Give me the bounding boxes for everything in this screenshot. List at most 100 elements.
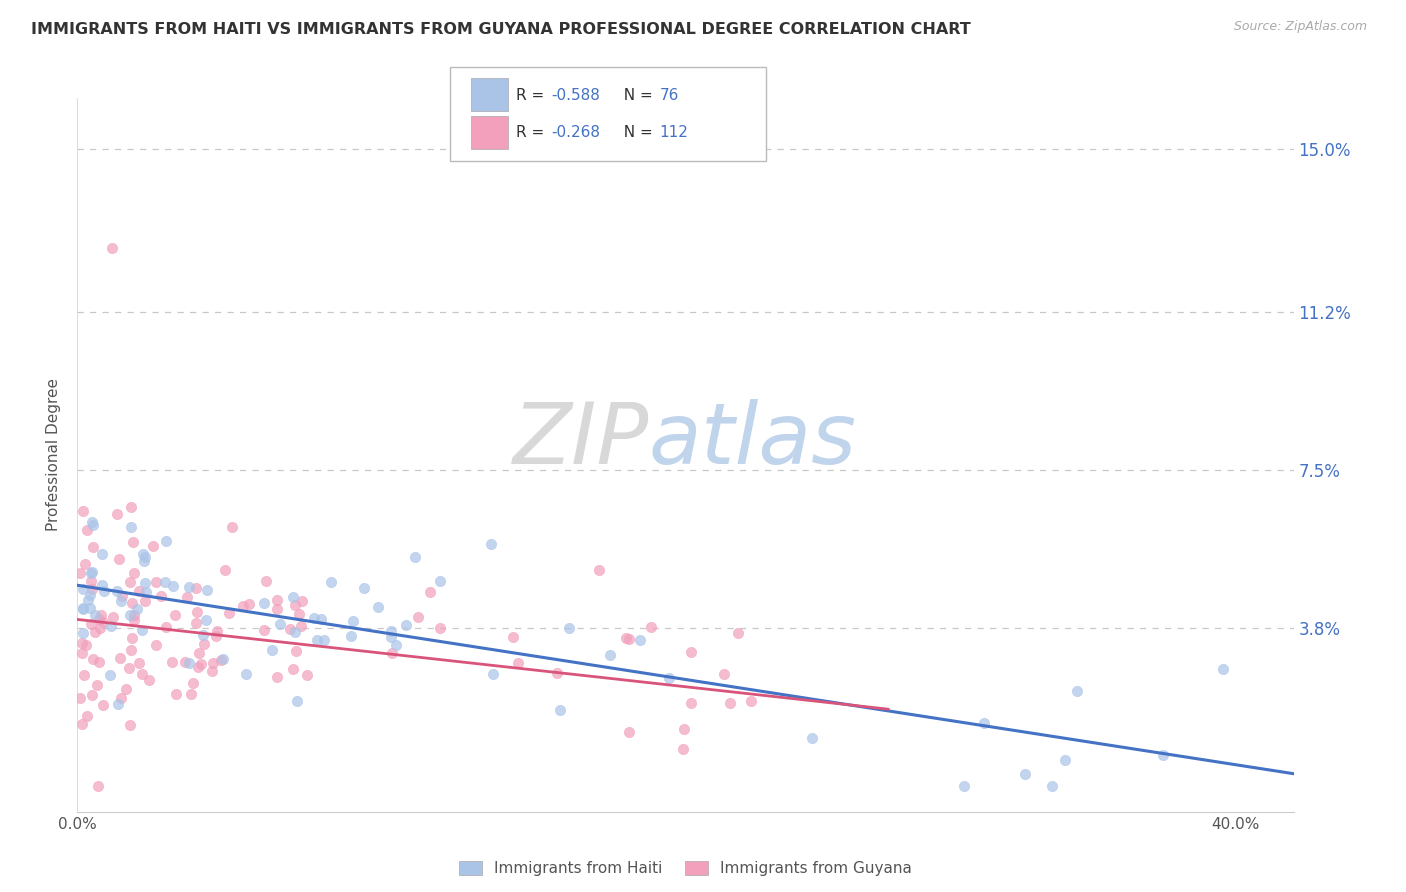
Point xyxy=(1066,684,1088,698)
Point xyxy=(118,574,141,589)
Point xyxy=(253,623,276,637)
Text: R =: R = xyxy=(516,87,550,103)
Point xyxy=(283,662,305,676)
Text: N =: N = xyxy=(614,87,658,103)
Point xyxy=(713,667,735,681)
Point xyxy=(69,566,91,580)
Point xyxy=(121,596,143,610)
Point xyxy=(79,574,101,589)
Point xyxy=(120,718,142,732)
Point xyxy=(155,620,177,634)
Point xyxy=(204,629,226,643)
Point xyxy=(177,580,200,594)
Point xyxy=(122,613,145,627)
Point xyxy=(107,552,129,566)
Point xyxy=(160,655,183,669)
Point xyxy=(132,547,155,561)
Point xyxy=(91,698,114,712)
Point xyxy=(69,690,91,705)
Point xyxy=(479,537,502,551)
Point xyxy=(187,659,209,673)
Point xyxy=(218,606,240,620)
Point xyxy=(266,670,288,684)
Point xyxy=(381,646,404,660)
Point xyxy=(295,668,318,682)
Point xyxy=(404,549,426,564)
Point xyxy=(212,652,235,666)
Text: Source: ZipAtlas.com: Source: ZipAtlas.com xyxy=(1233,20,1367,33)
Point xyxy=(87,779,110,793)
Point xyxy=(120,500,142,514)
Point xyxy=(201,656,224,670)
Point xyxy=(209,652,232,666)
Point xyxy=(640,619,662,633)
Point xyxy=(72,504,94,518)
Text: ZIP: ZIP xyxy=(513,399,650,483)
Point xyxy=(122,535,145,549)
Point xyxy=(135,585,157,599)
Point xyxy=(180,687,202,701)
Point xyxy=(107,697,129,711)
Point xyxy=(266,602,288,616)
Point xyxy=(266,592,288,607)
Point xyxy=(122,607,145,622)
Point xyxy=(73,558,96,572)
Point xyxy=(658,672,681,686)
Point xyxy=(546,666,568,681)
Point xyxy=(184,615,207,630)
Point xyxy=(98,668,121,682)
Point xyxy=(673,722,696,736)
Point xyxy=(80,515,103,529)
Point xyxy=(82,541,104,555)
Point xyxy=(101,241,124,255)
Point xyxy=(307,633,329,648)
Point xyxy=(93,615,115,629)
Point xyxy=(101,610,124,624)
Point xyxy=(72,635,94,649)
Point xyxy=(291,593,314,607)
Point xyxy=(314,633,336,648)
Point xyxy=(177,656,200,670)
Point xyxy=(80,565,103,579)
Point xyxy=(502,630,524,644)
Point xyxy=(176,590,198,604)
Point xyxy=(134,594,156,608)
Point xyxy=(100,619,122,633)
Point xyxy=(93,583,115,598)
Text: -0.588: -0.588 xyxy=(551,87,600,103)
Point xyxy=(80,582,103,596)
Point xyxy=(1053,753,1076,767)
Point xyxy=(120,642,142,657)
Point xyxy=(269,616,291,631)
Point xyxy=(87,656,110,670)
Point xyxy=(614,631,637,645)
Legend: Immigrants from Haiti, Immigrants from Guyana: Immigrants from Haiti, Immigrants from G… xyxy=(453,855,918,882)
Point xyxy=(253,596,276,610)
Point xyxy=(83,608,105,623)
Point xyxy=(1040,779,1063,793)
Point xyxy=(232,599,254,614)
Point xyxy=(128,656,150,670)
Point xyxy=(588,563,610,577)
Point xyxy=(115,682,138,697)
Point xyxy=(173,655,195,669)
Point xyxy=(311,612,333,626)
Point xyxy=(145,574,167,589)
Point xyxy=(105,584,128,599)
Text: IMMIGRANTS FROM HAITI VS IMMIGRANTS FROM GUYANA PROFESSIONAL DEGREE CORRELATION : IMMIGRANTS FROM HAITI VS IMMIGRANTS FROM… xyxy=(31,22,970,37)
Point xyxy=(110,594,132,608)
Text: -0.268: -0.268 xyxy=(551,125,600,140)
Point xyxy=(558,621,581,635)
Point xyxy=(153,574,176,589)
Point xyxy=(238,598,260,612)
Point xyxy=(82,651,104,665)
Point xyxy=(89,621,111,635)
Point xyxy=(76,709,98,723)
Point xyxy=(87,611,110,625)
Point xyxy=(70,647,93,661)
Point xyxy=(482,666,505,681)
Point xyxy=(235,667,257,681)
Point xyxy=(76,523,98,537)
Point xyxy=(599,648,621,662)
Point xyxy=(550,703,572,717)
